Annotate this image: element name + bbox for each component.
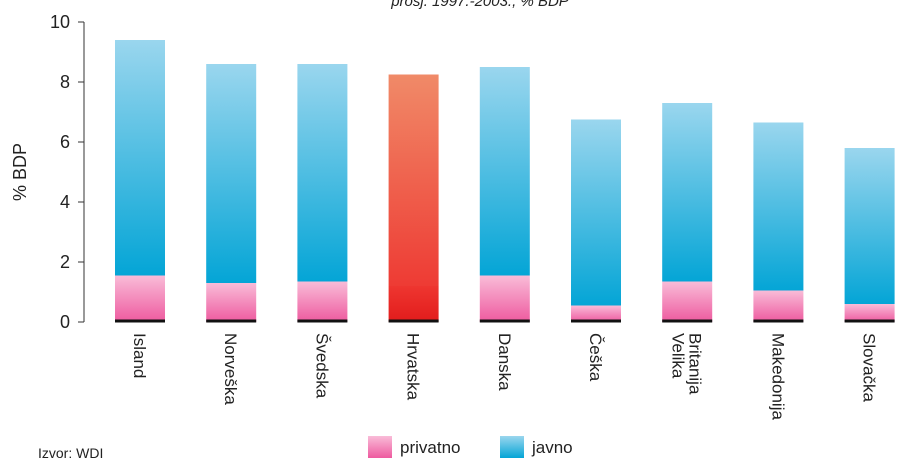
bar-javno	[479, 67, 530, 276]
bar-javno	[662, 103, 713, 282]
bar-privatno	[388, 286, 439, 322]
y-axis: 0 2 4 6 8 10	[50, 12, 85, 332]
bar-privatno	[206, 283, 257, 322]
x-tick-label-line: Britanija	[686, 333, 705, 395]
bar-javno	[753, 122, 804, 291]
y-tick-label: 4	[60, 192, 70, 212]
y-tick-label: 10	[50, 12, 70, 32]
y-axis-label: % BDP	[10, 143, 30, 201]
bars	[115, 40, 895, 323]
bar-javno	[571, 119, 621, 306]
x-tick-label-line: Danska	[495, 333, 514, 391]
x-tick-label-line: Hrvatska	[404, 333, 423, 401]
x-tick-label-line: Velika	[669, 333, 688, 379]
bar-privatno	[844, 304, 895, 322]
y-tick-label: 2	[60, 252, 70, 272]
legend-swatch-javno	[500, 436, 524, 458]
y-tick-label: 8	[60, 72, 70, 92]
bar-privatno	[115, 275, 165, 322]
bar-javno	[297, 64, 348, 282]
x-tick-label: Češka	[586, 333, 605, 382]
x-tick-label-line: Švedska	[312, 333, 331, 399]
legend-label-javno: javno	[531, 438, 573, 457]
x-tick-label: Makedonija	[768, 333, 787, 420]
legend: privatno javno	[368, 436, 573, 458]
legend-swatch-privatno	[368, 436, 392, 458]
x-tick-label: Slovačka	[860, 333, 879, 403]
chart-title: prosj. 1997.-2003., % BDP	[390, 0, 569, 10]
bar-javno	[844, 148, 895, 304]
bar-privatno	[662, 281, 713, 322]
x-tick-label-line: Makedonija	[768, 333, 787, 420]
y-tick-label: 6	[60, 132, 70, 152]
x-axis-labels: Island Norveška Švedska Hrvatska Danska Češka…	[130, 333, 879, 420]
x-tick-label: Hrvatska	[404, 333, 423, 401]
bar-privatno	[479, 275, 530, 322]
bar-javno	[206, 64, 257, 283]
x-tick-label: Island	[130, 333, 149, 378]
y-tick-label: 0	[60, 312, 70, 332]
bar-javno	[388, 74, 439, 286]
bar-javno	[115, 40, 165, 276]
x-tick-label: Norveška	[221, 333, 240, 405]
legend-label-privatno: privatno	[400, 438, 460, 457]
x-tick-label-line: Češka	[586, 333, 605, 382]
x-tick-label: Danska	[495, 333, 514, 391]
x-tick-label-line: Norveška	[221, 333, 240, 405]
bar-privatno	[571, 305, 621, 322]
bar-privatno	[297, 281, 348, 322]
x-tick-label-line: Slovačka	[860, 333, 879, 403]
bar-privatno	[753, 290, 804, 322]
x-tick-label-line: Island	[130, 333, 149, 378]
x-tick-label: Švedska	[312, 333, 331, 399]
source-note: Izvor: WDI	[38, 445, 103, 461]
